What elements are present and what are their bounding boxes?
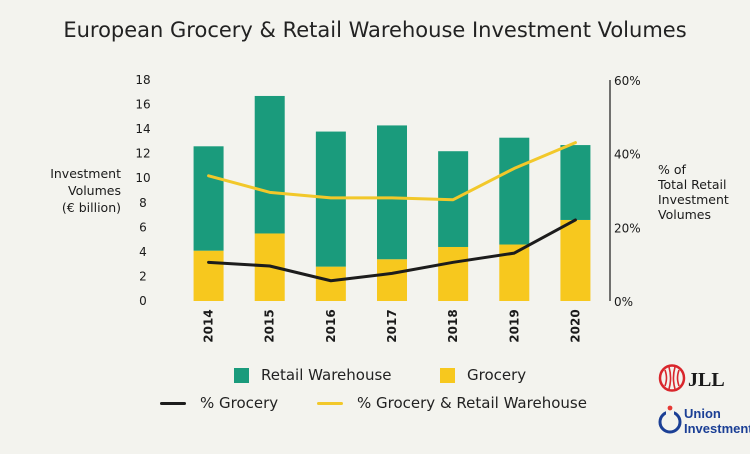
- legend-line-pct-grocery-rw: [317, 401, 343, 405]
- legend-swatch-retail-warehouse: [234, 367, 249, 383]
- left-tick-2: 2: [139, 269, 147, 283]
- x-tick-2014: 2014: [202, 309, 216, 342]
- left-tick-0: 0: [139, 294, 147, 308]
- left-tick-8: 8: [139, 196, 147, 210]
- x-tick-2018: 2018: [446, 309, 460, 342]
- left-tick-18: 18: [135, 73, 150, 87]
- legend-item-pct-grocery-rw: % Grocery & Retail Warehouse: [317, 394, 587, 412]
- logos: JLL Union Investment: [656, 362, 750, 450]
- legend-item-retail-warehouse: Retail Warehouse: [234, 366, 392, 384]
- union-logo-dot: [667, 405, 673, 411]
- union-logo-line1: Union: [684, 406, 721, 421]
- bar-grocery-2018: [438, 246, 469, 301]
- bar-retail-warehouse-2014: [193, 146, 224, 251]
- right-axis-label-line-2: Investment: [658, 192, 729, 207]
- chart-title: European Grocery & Retail Warehouse Inve…: [63, 18, 687, 42]
- right-tick-0pct: 0%: [614, 295, 633, 309]
- x-tick-2016: 2016: [324, 309, 338, 342]
- bar-grocery-2017: [377, 259, 407, 301]
- right-axis-ticks: 0% 20% 40% 60%: [614, 74, 641, 309]
- right-axis-label-line-0: % of: [658, 162, 686, 177]
- bar-retail-warehouse-2015: [254, 95, 285, 234]
- left-axis-label: Investment Volumes (€ billion): [50, 166, 121, 215]
- left-axis-label-line-1: Volumes: [68, 183, 121, 198]
- jll-logo-text: JLL: [688, 369, 725, 391]
- left-tick-12: 12: [135, 147, 150, 161]
- bar-retail-warehouse-2020: [560, 145, 591, 220]
- left-axis-label-line-2: (€ billion): [62, 200, 121, 215]
- x-tick-2017: 2017: [385, 309, 399, 342]
- left-tick-6: 6: [139, 220, 147, 234]
- legend-line-pct-grocery: [160, 401, 186, 405]
- right-tick-60pct: 60%: [614, 74, 641, 88]
- legend-swatch-grocery: [440, 367, 455, 383]
- left-axis-ticks: 0 2 4 6 8 10 12 14 16 18: [135, 73, 150, 308]
- bar-retail-warehouse-2019: [499, 137, 530, 245]
- jll-logo-mark: [658, 364, 686, 392]
- union-logo-gap: [666, 410, 674, 419]
- bar-retail-warehouse-2017: [377, 125, 407, 260]
- union-logo-line2: Investment: [684, 421, 750, 436]
- left-tick-16: 16: [135, 98, 150, 112]
- left-tick-10: 10: [135, 171, 150, 185]
- bar-grocery-2020: [560, 219, 591, 301]
- legend-item-grocery: Grocery: [440, 366, 526, 384]
- legend-item-pct-grocery: % Grocery: [160, 394, 278, 412]
- legend-label-pct-grocery-rw: % Grocery & Retail Warehouse: [357, 394, 587, 412]
- legend-label-retail-warehouse: Retail Warehouse: [261, 366, 392, 384]
- right-tick-20pct: 20%: [614, 221, 641, 235]
- bar-grocery-2016: [315, 266, 346, 301]
- line-grocery-retail-warehouse: [207, 141, 577, 202]
- jll-logo: JLL: [658, 364, 725, 392]
- x-tick-2020: 2020: [568, 309, 582, 342]
- union-investment-logo: Union Investment: [658, 405, 750, 436]
- bar-grocery-2014: [193, 250, 224, 301]
- right-axis-label-line-1: Total Retail: [657, 177, 727, 192]
- left-tick-14: 14: [135, 122, 150, 136]
- bars-group: [193, 95, 591, 301]
- x-tick-2015: 2015: [263, 309, 277, 342]
- left-axis-label-line-0: Investment: [50, 166, 121, 181]
- right-axis-label-line-3: Volumes: [658, 207, 711, 222]
- jll-logo-stripes: [664, 366, 680, 390]
- lines-group: [207, 141, 577, 283]
- right-tick-40pct: 40%: [614, 148, 641, 162]
- line-grocery: [207, 218, 577, 283]
- legend-label-pct-grocery: % Grocery: [200, 394, 279, 412]
- x-axis-ticks: 2014 2015 2016 2017 2018 2019 2020: [202, 309, 583, 342]
- legend-label-grocery: Grocery: [467, 366, 527, 384]
- x-tick-2019: 2019: [507, 309, 521, 342]
- left-tick-4: 4: [139, 245, 147, 259]
